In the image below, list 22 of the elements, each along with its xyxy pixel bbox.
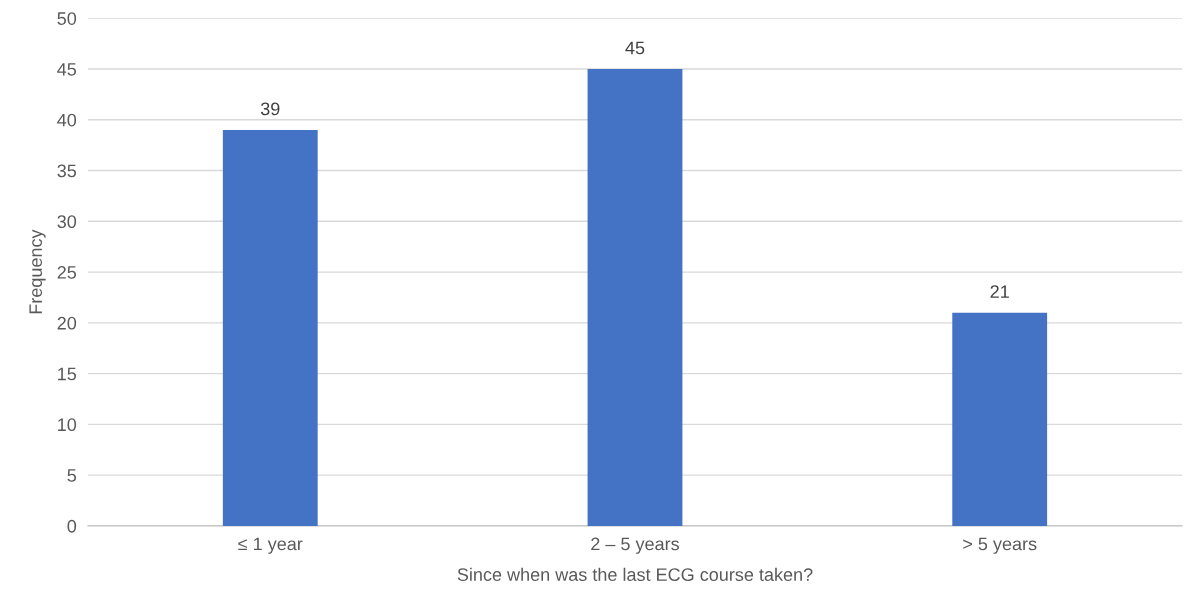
y-tick-label: 15 (58, 367, 77, 381)
bar (587, 69, 683, 526)
y-tick-label: 45 (57, 63, 77, 76)
y-axis-title: Frequency (29, 229, 46, 314)
y-tick-label: 30 (57, 215, 77, 229)
data-label: 21 (990, 285, 1009, 298)
data-label: 39 (260, 102, 280, 116)
bar (222, 129, 318, 526)
y-tick-label: 5 (67, 469, 77, 482)
x-tick-label: 2 – 5 years (591, 537, 679, 554)
y-tick-label: 40 (57, 113, 77, 127)
y-tick-label: 20 (57, 316, 77, 330)
x-axis-title: Since when was the last ECG course taken? (457, 567, 813, 582)
x-tick-label: > 5 years (963, 537, 1037, 554)
y-tick-label: 35 (57, 164, 77, 178)
y-tick-label: 25 (57, 266, 77, 279)
data-label: 45 (625, 41, 645, 55)
bar (952, 312, 1048, 526)
y-tick-label: 10 (58, 418, 77, 432)
y-tick-label: 0 (67, 519, 77, 533)
x-tick-label: ≤ 1 year (238, 537, 303, 554)
y-tick-label: 50 (57, 12, 77, 25)
